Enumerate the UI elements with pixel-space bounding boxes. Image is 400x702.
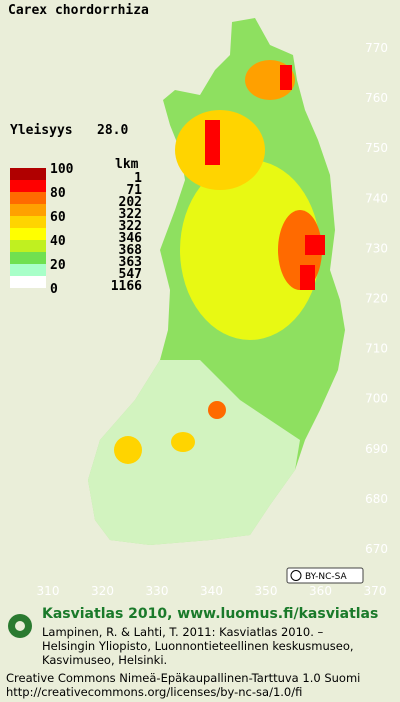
- legend-count: 1166: [111, 279, 142, 294]
- hotspot: [180, 160, 320, 340]
- east-label: 340: [200, 584, 223, 598]
- north-label: 760: [365, 91, 388, 105]
- north-label: 750: [365, 141, 388, 155]
- north-label: 710: [365, 342, 388, 356]
- license-badge: BY-NC-SA: [286, 567, 364, 584]
- frequency-value: 28.0: [97, 123, 128, 138]
- legend-scale-label: 80: [50, 186, 66, 201]
- legend-count: 346: [119, 231, 143, 246]
- legend-swatch: [10, 264, 46, 276]
- legend-count: 322: [119, 219, 142, 234]
- footer: Lampinen, R. & Lahti, T. 2011: Kasviatla…: [6, 625, 360, 699]
- north-label: 690: [365, 442, 388, 456]
- east-label: 320: [91, 584, 114, 598]
- legend-scale-label: 40: [50, 234, 66, 249]
- badge-text: BY-NC-SA: [305, 572, 348, 582]
- north-label: 700: [365, 392, 388, 406]
- legend-scale-label: 60: [50, 210, 66, 225]
- citation-line: Lampinen, R. & Lahti, T. 2011: Kasviatla…: [42, 625, 324, 639]
- legend-scale-label: 0: [50, 282, 58, 297]
- hotspot: [300, 265, 315, 290]
- legend-swatch: [10, 204, 46, 216]
- logo-center: [15, 621, 25, 631]
- license-line: http://creativecommons.org/licenses/by-n…: [6, 685, 302, 699]
- hotspot: [114, 436, 142, 464]
- south-sparse: [88, 360, 300, 545]
- east-label: 370: [364, 584, 387, 598]
- east-label: 330: [146, 584, 169, 598]
- hotspot: [305, 235, 325, 255]
- license-line: Creative Commons Nimeä-Epäkaupallinen-Ta…: [6, 671, 360, 685]
- atlas-title: Kasviatlas 2010, www.luomus.fi/kasviatla…: [42, 606, 378, 622]
- legend-swatch: [10, 216, 46, 228]
- legend-scale-label: 100: [50, 162, 74, 177]
- legend-count: 368: [119, 243, 143, 258]
- east-label: 360: [309, 584, 332, 598]
- legend-swatch: [10, 180, 46, 192]
- frequency-label: Yleisyys: [10, 123, 73, 138]
- legend-swatch: [10, 252, 46, 264]
- citation-line: Kasvimuseo, Helsinki.: [42, 653, 167, 667]
- legend-count: 71: [126, 183, 142, 198]
- legend-count: 322: [119, 207, 142, 222]
- east-label: 350: [255, 584, 278, 598]
- map: [88, 18, 345, 545]
- legend-swatch: [10, 192, 46, 204]
- legend-swatch: [10, 276, 46, 288]
- hotspot: [280, 65, 292, 90]
- legend-count: 547: [119, 267, 142, 282]
- legend-count: 1: [134, 171, 142, 186]
- hotspot: [208, 401, 226, 419]
- legend-count: 363: [119, 255, 142, 270]
- legend-swatch: [10, 228, 46, 240]
- badge-box: [286, 567, 364, 584]
- species-title: Carex chordorrhiza: [8, 3, 149, 18]
- north-label: 740: [365, 191, 388, 205]
- legend-count: 202: [119, 195, 142, 210]
- north-label: 670: [365, 542, 388, 556]
- logo: [8, 614, 32, 638]
- citation-line: Helsingin Yliopisto, Luonnontieteellinen…: [42, 639, 354, 653]
- count-header: lkm: [115, 157, 139, 172]
- legend-swatch: [10, 168, 46, 180]
- hotspot: [171, 432, 195, 452]
- hotspot: [205, 120, 220, 165]
- legend-scale-label: 20: [50, 258, 66, 273]
- north-label: 730: [365, 241, 388, 255]
- cc-icon: [290, 570, 302, 581]
- north-label: 720: [365, 292, 388, 306]
- north-label: 680: [365, 492, 388, 506]
- legend-swatch: [10, 240, 46, 252]
- east-label: 310: [37, 584, 60, 598]
- north-label: 770: [365, 41, 388, 55]
